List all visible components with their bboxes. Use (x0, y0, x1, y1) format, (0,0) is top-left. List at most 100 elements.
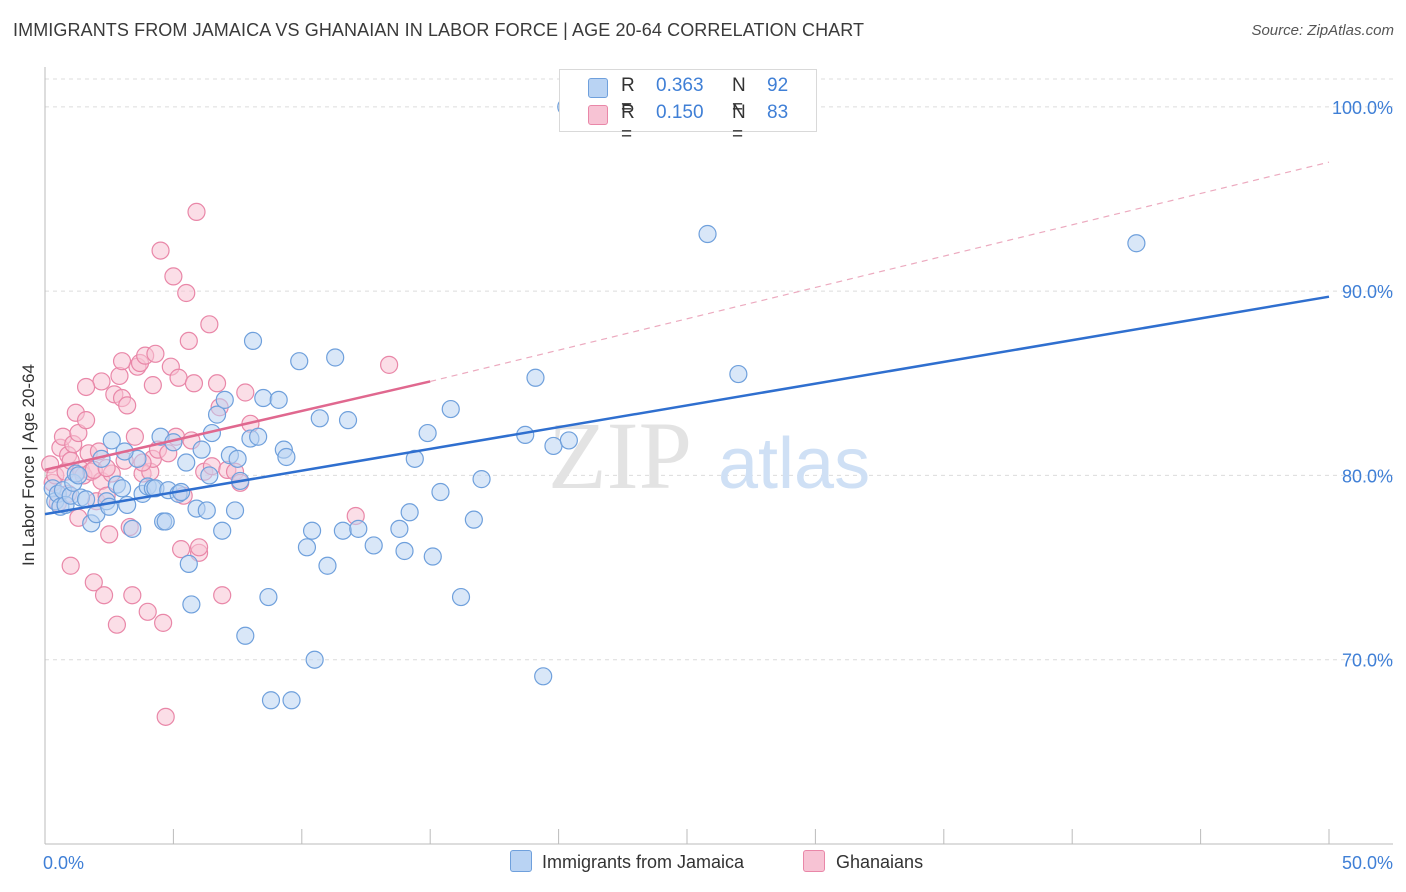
jamaica-point (333, 521, 352, 540)
source-credit: Source: ZipAtlas.com (1251, 22, 1394, 39)
ghana-point (100, 525, 119, 544)
ghana-point (169, 368, 188, 387)
jamaica-point (200, 466, 219, 485)
ghana-point (200, 315, 219, 334)
ghana-point (154, 613, 173, 632)
jamaica-point (364, 536, 383, 555)
legend-swatch-ghana (803, 850, 825, 872)
ghana-point (213, 586, 232, 605)
watermark-atlas: atlas (718, 424, 870, 504)
r-label: R = (621, 75, 635, 118)
ghana-point (189, 538, 209, 557)
jamaica-point (192, 440, 211, 459)
jamaica-point (254, 388, 273, 408)
n-label: N = (732, 102, 746, 145)
jamaica-point (297, 538, 317, 557)
ghana-point (143, 376, 162, 395)
jamaica-point (431, 482, 450, 502)
ghana-point (61, 556, 80, 575)
tick-labels: 70.0% 80.0% 90.0% 100.0% 0.0% 50.0% (43, 98, 1393, 873)
ghana-point (76, 377, 96, 397)
ghana-trend-extension (430, 161, 1330, 383)
jamaica-point (259, 587, 278, 607)
jamaica-point (349, 519, 368, 538)
jamaica-point (182, 595, 201, 614)
y-axis-title: In Labor Force | Age 20-64 (19, 364, 38, 566)
jamaica-trend-line (44, 295, 1330, 516)
stats-legend: R = 0.363 N = 92 R = 0.150 N = 83 (559, 69, 817, 145)
ghana-point (112, 352, 132, 371)
jamaica-point (102, 431, 121, 450)
trend-lines (44, 161, 1330, 516)
grid-lines (45, 78, 1393, 661)
jamaica-point (282, 691, 301, 710)
ghana-point (207, 374, 227, 393)
jamaica-point (544, 436, 563, 456)
ghana-trend-line (44, 380, 431, 472)
r-label: R = (621, 102, 635, 145)
legend-label-jamaica: Immigrants from Jamaica (542, 852, 745, 872)
axes (44, 67, 1393, 845)
ghana-point (380, 355, 399, 374)
jamaica-point (423, 547, 442, 566)
x-tick-label: 50.0% (1342, 853, 1393, 873)
jamaica-point (559, 431, 578, 450)
ghana-point (92, 372, 111, 391)
jamaica-point (441, 399, 460, 419)
ghana-point (146, 344, 165, 363)
jamaica-point (1127, 234, 1146, 253)
legend-swatch-jamaica (510, 850, 532, 872)
jamaica-point (236, 626, 255, 645)
jamaica-point (326, 348, 345, 367)
jamaica-point (302, 521, 322, 540)
jamaica-point (177, 453, 196, 472)
ghana-point (179, 331, 198, 350)
ghana-point (187, 202, 206, 221)
jamaica-point (318, 556, 337, 575)
ghana-point (125, 427, 144, 446)
ghana-point (138, 602, 157, 621)
jamaica-point (112, 479, 132, 498)
ghana-point (184, 374, 204, 393)
ghana-point (94, 586, 114, 605)
jamaica-point (215, 390, 234, 409)
watermark-zip: ZIP (548, 402, 692, 509)
jamaica-point (464, 510, 483, 529)
n-label: N = (732, 75, 746, 118)
jamaica-point (277, 447, 296, 467)
jamaica-point (390, 519, 409, 538)
y-tick-label: 70.0% (1342, 651, 1393, 671)
ghana-point (110, 366, 129, 386)
jamaica-point (225, 501, 245, 520)
jamaica-point (338, 411, 358, 430)
y-tick-label: 100.0% (1332, 98, 1393, 118)
jamaica-point (207, 405, 227, 424)
jamaica-point (123, 519, 142, 538)
jamaica-point (472, 470, 491, 489)
ghana-point (123, 586, 142, 605)
ghana-point (236, 383, 255, 402)
jamaica-point (290, 352, 309, 371)
legend-label-ghana: Ghanaians (836, 852, 924, 872)
x-tick-label: 0.0% (43, 853, 84, 873)
jamaica-point (310, 409, 329, 428)
jamaica-point (249, 427, 268, 446)
r-value: 0.363 (656, 75, 704, 96)
jamaica-point (526, 368, 545, 387)
jamaica-point (179, 554, 198, 573)
ghana-point (107, 615, 127, 634)
jamaica-point (698, 224, 717, 244)
jamaica-point (395, 541, 414, 561)
jamaica-point (451, 587, 471, 607)
r-value: 0.150 (656, 102, 704, 123)
jamaica-point (261, 691, 281, 710)
jamaica-point (156, 512, 175, 531)
zipatlas-watermark: ZIP atlas (548, 402, 870, 509)
ghana-point (76, 411, 96, 430)
y-tick-label: 90.0% (1342, 282, 1393, 302)
jamaica-point (400, 503, 419, 522)
jamaica-point (418, 423, 437, 443)
n-value: 92 (767, 75, 789, 96)
ghana-swatch (588, 105, 608, 125)
